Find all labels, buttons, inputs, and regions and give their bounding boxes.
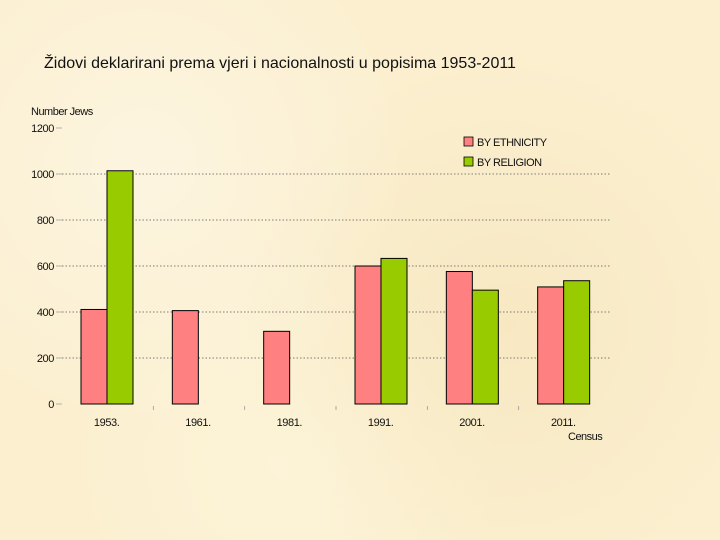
- legend-label: BY ETHNICITY: [477, 137, 548, 149]
- tick-labels: 0 200 400 600 800 1000 1200 1953. 1961. 1981. 1991…: [31, 123, 576, 429]
- bars: [80, 170, 591, 405]
- y-tick-label: 600: [37, 261, 54, 273]
- bar-by-ethnicity: [171, 310, 199, 405]
- legend-swatch: [463, 136, 474, 147]
- bar-by-religion: [106, 170, 134, 405]
- y-tick-label: 800: [37, 215, 54, 227]
- y-tick-label: 0: [48, 399, 54, 411]
- y-tick-label: 1200: [31, 123, 54, 135]
- gridlines: [62, 173, 610, 359]
- slide-title: Židovi deklarirani prema vjeri i naciona…: [44, 55, 516, 72]
- y-axis-title: Number Jews: [31, 106, 94, 118]
- legend: BY ETHNICITY BY RELIGION: [463, 136, 548, 169]
- bar-by-ethnicity: [445, 271, 473, 405]
- bar-by-ethnicity: [537, 286, 565, 405]
- bar-by-religion: [471, 289, 499, 405]
- bar-by-ethnicity: [80, 308, 108, 405]
- x-tick-label: 1981.: [277, 417, 303, 429]
- axes: [56, 127, 520, 410]
- x-tick-label: 2011.: [551, 417, 576, 429]
- y-tick-label: 200: [37, 353, 54, 365]
- bar-by-religion: [380, 257, 408, 405]
- x-tick-label: 1953.: [94, 417, 120, 429]
- legend-swatch: [463, 156, 474, 167]
- x-tick-label: 1991.: [368, 417, 394, 429]
- bar-by-religion: [563, 280, 591, 405]
- legend-label: BY RELIGION: [477, 157, 542, 169]
- x-tick-label: 1961.: [185, 417, 211, 429]
- x-tick-label: 2001.: [459, 417, 485, 429]
- y-tick-label: 400: [37, 307, 54, 319]
- y-tick-label: 1000: [31, 169, 54, 181]
- bar-by-ethnicity: [263, 330, 291, 405]
- bar-by-ethnicity: [354, 265, 382, 405]
- x-axis-title: Census: [568, 431, 603, 443]
